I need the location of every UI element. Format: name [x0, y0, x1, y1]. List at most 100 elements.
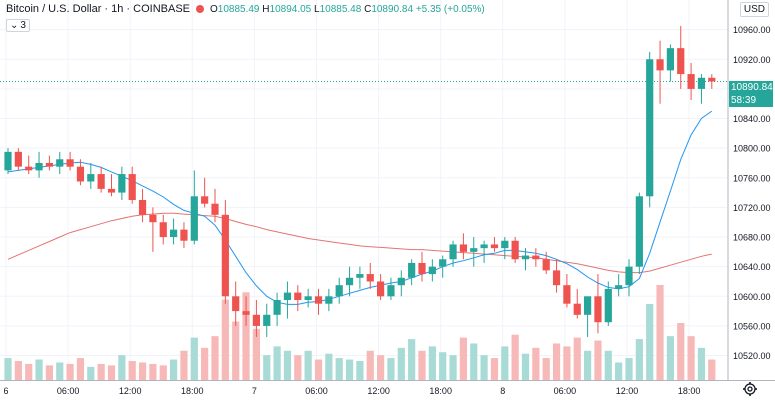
volume-bar	[263, 355, 271, 380]
volume-bar	[594, 340, 602, 380]
candle-body	[573, 303, 581, 315]
volume-bar	[252, 328, 260, 380]
last-price-label: 10890.84	[729, 81, 773, 94]
candle-body	[635, 196, 643, 267]
volume-bar	[635, 339, 643, 380]
candle-body	[666, 48, 674, 71]
ohlc-open: 10885.49	[217, 3, 260, 15]
bar-countdown-label: 58:39	[729, 94, 773, 107]
candle-body	[428, 266, 436, 275]
candle-body	[263, 314, 271, 326]
volume-bar	[314, 359, 323, 380]
candle-body	[190, 196, 198, 241]
volume-bar	[76, 358, 85, 380]
volume-bar	[273, 346, 281, 380]
candle-body	[252, 314, 260, 326]
volume-bar	[294, 355, 302, 380]
price-tick-label: 10800.00	[733, 144, 771, 154]
time-tick-label: 12:00	[367, 386, 390, 396]
time-tick-label: 7	[252, 386, 257, 396]
currency-button[interactable]: USD	[739, 2, 769, 17]
candle-body	[66, 159, 74, 167]
time-axis: 6 06:00 12:00 18:00 7 06:00 12:00 18:00 8 06:00 12…	[3, 386, 700, 396]
volume-bar	[480, 355, 488, 380]
time-tick-label: 12:00	[119, 386, 142, 396]
volume-bar	[335, 358, 343, 380]
candle-body	[697, 77, 706, 89]
price-tick-label: 10560.00	[733, 321, 771, 331]
candle-body	[138, 200, 147, 215]
candle-body	[377, 281, 385, 297]
candle-body	[387, 285, 395, 297]
price-tick-label: 10760.00	[733, 173, 771, 183]
candle-body	[128, 174, 136, 200]
candle-body	[449, 244, 457, 260]
volume-bar	[138, 362, 147, 380]
volume-bar	[87, 366, 95, 380]
candle-body	[170, 229, 178, 238]
candle-body	[335, 285, 343, 297]
volume-bar	[190, 337, 198, 380]
price-tick-label: 10680.00	[733, 233, 771, 243]
candlesticks	[4, 25, 716, 338]
candle-body	[397, 277, 405, 286]
candle-body	[594, 296, 602, 323]
chart-header: Bitcoin / U.S. Dollar · 1h · COINBASE O1…	[6, 3, 485, 15]
candle-body	[118, 174, 126, 193]
candle-body	[532, 255, 540, 260]
candle-body	[459, 244, 467, 252]
volume-bar	[304, 350, 312, 380]
volume-bar	[170, 359, 178, 380]
volume-bar	[242, 292, 250, 380]
candle-body	[511, 240, 519, 260]
volume-bars	[4, 285, 716, 380]
candle-body	[242, 311, 250, 315]
gear-icon[interactable]	[742, 381, 758, 397]
volume-bar	[584, 350, 592, 380]
ohlc-values: O10885.49 H10894.05 L10885.48 C10890.84 …	[210, 3, 485, 15]
volume-bar	[428, 346, 436, 380]
candle-body	[470, 248, 478, 252]
price-tick-label: 10960.00	[733, 25, 771, 35]
volume-bar	[283, 350, 292, 380]
candle-body	[45, 162, 53, 167]
volume-bar	[687, 336, 695, 380]
candle-body	[615, 285, 623, 289]
volume-bar	[532, 347, 540, 380]
volume-bar	[128, 361, 136, 380]
candle-body	[584, 296, 592, 315]
ohlc-high: 10894.05	[269, 3, 312, 15]
time-tick-label: 06:00	[554, 386, 577, 396]
price-tick-label: 10600.00	[733, 292, 771, 302]
volume-bar	[4, 358, 12, 380]
candle-body	[56, 159, 64, 167]
candle-body	[107, 188, 116, 193]
volume-bar	[542, 358, 550, 380]
time-tick-label: 12:00	[616, 386, 639, 396]
volume-bar	[708, 359, 716, 380]
time-tick-label: 06:00	[305, 386, 328, 396]
candle-body	[14, 151, 22, 167]
volume-bar	[377, 355, 385, 380]
price-tick-label: 10840.00	[733, 114, 771, 124]
candle-body	[180, 229, 188, 241]
volume-bar	[677, 323, 685, 380]
candle-body	[273, 300, 281, 315]
candle-body	[490, 244, 499, 249]
volume-bar	[408, 339, 416, 380]
ohlc-low: 10885.48	[319, 3, 362, 15]
volume-bar	[232, 321, 240, 380]
candle-body	[211, 203, 219, 215]
indicators-toggle[interactable]: ⌄ 3	[6, 19, 30, 32]
volume-bar	[470, 343, 478, 380]
candle-body	[314, 296, 323, 304]
market-status-dot	[196, 5, 204, 13]
volume-bar	[449, 355, 457, 380]
volume-bar	[35, 359, 43, 380]
volume-bar	[221, 299, 229, 380]
candle-body	[687, 74, 695, 89]
candle-body	[501, 240, 509, 249]
